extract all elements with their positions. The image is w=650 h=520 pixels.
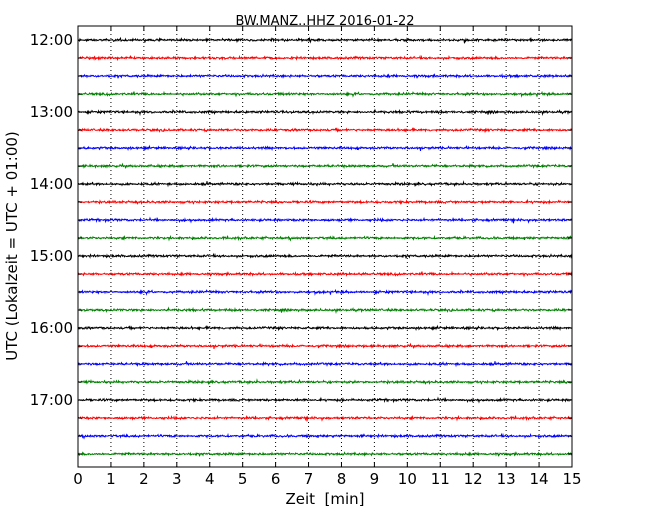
- trace-1315: [77, 127, 573, 134]
- x-tick-label: 15: [562, 470, 581, 488]
- x-tick-label: 9: [370, 470, 380, 488]
- trace-1400: [77, 180, 573, 188]
- trace-1630: [77, 361, 573, 368]
- x-tick-label: 14: [530, 470, 549, 488]
- trace-1215: [77, 54, 573, 62]
- x-tick-label: 3: [172, 470, 182, 488]
- y-tick-label: 16:00: [30, 319, 73, 337]
- trace-1730: [77, 432, 573, 440]
- grid-lines: [110, 26, 540, 467]
- x-tick-label: 13: [497, 470, 516, 488]
- x-tick-label: 1: [106, 470, 116, 488]
- x-tick-label: 12: [464, 470, 483, 488]
- x-tick-label: 8: [337, 470, 347, 488]
- x-axis-label: Zeit [min]: [285, 490, 364, 508]
- trace-1300: [77, 108, 573, 117]
- trace-1745: [77, 451, 573, 457]
- trace-1545: [77, 306, 573, 314]
- plot-frame: [77, 25, 573, 468]
- y-tick-label: 13:00: [30, 103, 73, 121]
- y-tick-label: 15:00: [30, 247, 73, 265]
- x-tick-label: 2: [139, 470, 149, 488]
- x-tick-label: 11: [431, 470, 450, 488]
- trace-1530: [77, 288, 573, 297]
- trace-1330: [77, 144, 573, 152]
- trace-1600: [77, 324, 573, 332]
- trace-1500: [77, 252, 573, 259]
- x-tick-label: 7: [304, 470, 314, 488]
- trace-1245: [77, 90, 573, 98]
- x-tick-label: 10: [398, 470, 417, 488]
- trace-1230: [77, 73, 573, 79]
- trace-1345: [77, 162, 573, 170]
- trace-group: [77, 36, 573, 457]
- y-tick-label: 12:00: [30, 31, 73, 49]
- chart-title: BW.MANZ..HHZ 2016-01-22: [235, 14, 414, 29]
- trace-1430: [77, 216, 573, 224]
- trace-1615: [77, 342, 573, 350]
- trace-1200: [77, 36, 573, 44]
- y-axis-ticks: 12:00 13:00 14:00 15:00 16:00 17:00: [30, 31, 572, 455]
- trace-1515: [77, 270, 573, 278]
- y-axis-label: UTC (Lokalzeit = UTC + 01:00): [3, 131, 21, 361]
- x-tick-label: 6: [271, 470, 281, 488]
- trace-1715: [77, 414, 573, 422]
- x-tick-label: 0: [73, 470, 83, 488]
- y-tick-label: 17:00: [30, 391, 73, 409]
- trace-1415: [77, 198, 573, 206]
- x-tick-label: 5: [238, 470, 248, 488]
- trace-1445: [77, 234, 573, 242]
- x-tick-label: 4: [205, 470, 215, 488]
- trace-1645: [77, 378, 573, 386]
- y-tick-label: 14:00: [30, 175, 73, 193]
- x-axis-ticks: 0 1 2 3 4 5 6 7 8 9 10 11 12 13 14 15: [73, 26, 582, 488]
- trace-1700: [77, 396, 573, 404]
